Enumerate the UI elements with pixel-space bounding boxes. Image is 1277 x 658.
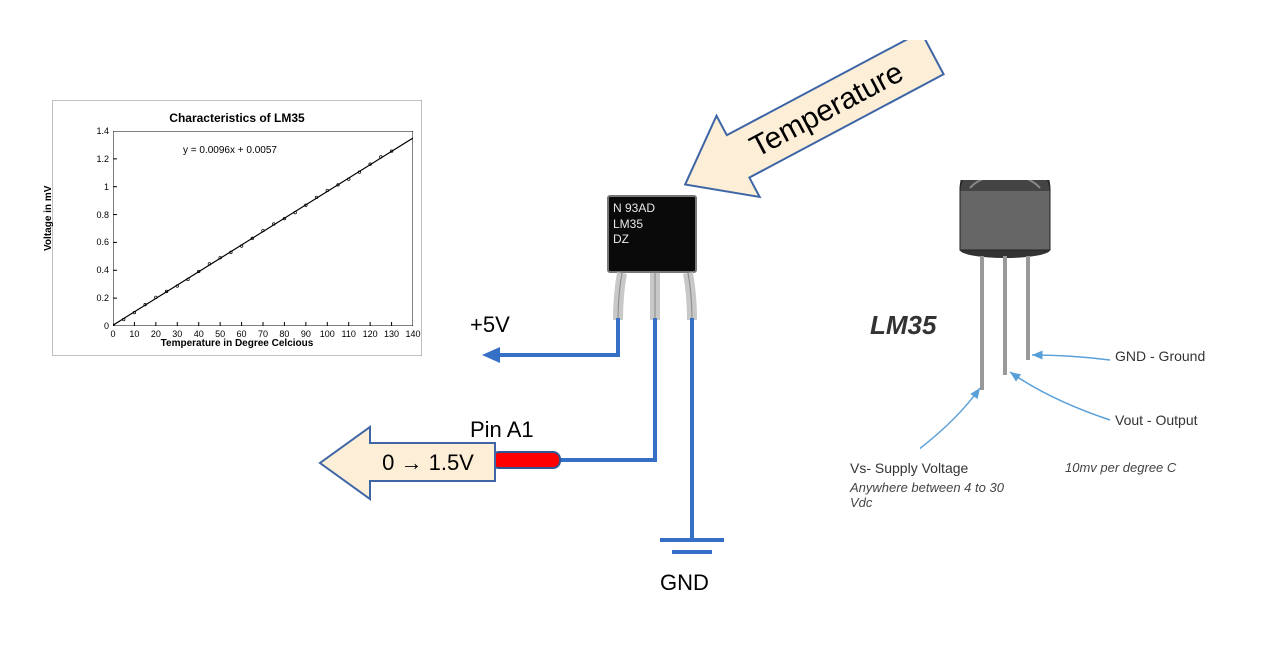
gnd-label: GND — [660, 570, 709, 596]
pinout-vout-note: 10mv per degree C — [1065, 460, 1176, 475]
pinout-vs-label: Vs- Supply Voltage — [850, 460, 968, 476]
vcc-label: +5V — [470, 312, 510, 338]
pinout-vs-note: Anywhere between 4 to 30 Vdc — [850, 480, 1010, 510]
output-range-arrow: 0 → 1.5V — [310, 425, 510, 505]
pinout-gnd-label: GND - Ground — [1115, 348, 1205, 364]
pinout-callouts — [920, 180, 1270, 530]
pinout-vout-label: Vout - Output — [1115, 412, 1198, 428]
output-range-label: 0 → 1.5V — [382, 450, 474, 475]
